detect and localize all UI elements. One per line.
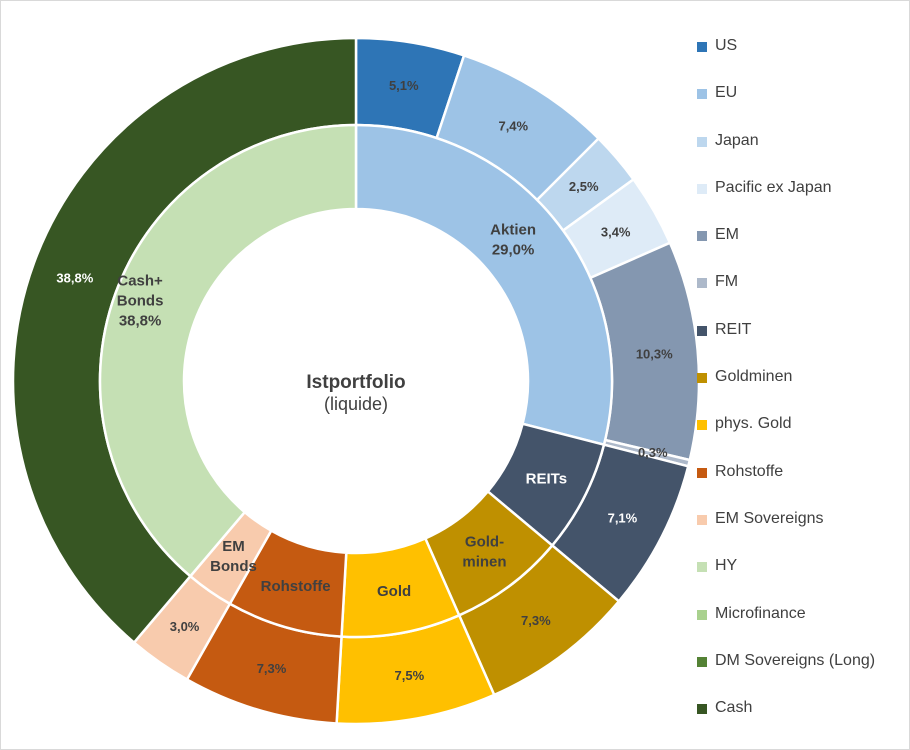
legend-swatch [697,373,707,384]
legend-item-eu: EU [697,84,875,131]
legend-swatch [697,42,707,52]
inner-label-goldminen-line-2: minen [462,554,506,571]
outer-label-goldminen: 7,3% [521,613,551,628]
inner-label-aktien-line-1: Aktien [490,221,536,238]
legend-label: Japan [715,131,759,149]
inner-label-em-bonds-line-1: EM [222,538,245,555]
legend-item-fm: FM [697,273,875,320]
outer-label-em: 10,3% [636,346,673,361]
legend-label: phys. Gold [715,415,792,433]
legend-item-dm-sovereigns-long: DM Sovereigns (Long) [697,652,875,699]
inner-label-reits-line-1: REITs [526,470,567,487]
inner-label-em-bonds-line-2: Bonds [210,558,257,575]
inner-label-goldminen-line-1: Gold- [465,534,504,551]
legend-swatch [697,89,707,100]
legend-item-hy: HY [697,557,875,604]
center-title: Istportfolio [306,372,406,393]
legend-swatch [697,278,707,289]
inner-label-aktien-line-2: 29,0% [492,241,535,258]
legend-item-pacific-ex-japan: Pacific ex Japan [697,179,875,226]
legend-item-japan: Japan [697,132,875,179]
legend-swatch [697,514,707,525]
legend-label: EM [715,226,739,244]
outer-label-phys-gold: 7,5% [395,668,425,683]
inner-label-cash-bonds-line-1: Cash+ [117,273,163,290]
legend-item-phys-gold: phys. Gold [697,415,875,462]
outer-label-em-sovereigns: 3,0% [170,619,200,634]
legend: US EU Japan Pacific ex Japan EM FM REIT Goldmin… [697,37,875,746]
legend-swatch [697,467,707,478]
center-subtitle: (liquide) [323,394,389,414]
legend-swatch [697,704,707,715]
legend-swatch [697,656,707,667]
legend-item-reit: REIT [697,321,875,368]
legend-label: FM [715,273,739,291]
outer-label-eu: 7,4% [498,119,528,134]
legend-item-us: US [697,37,875,84]
legend-label: Pacific ex Japan [715,178,832,196]
legend-swatch [697,609,707,620]
legend-item-em: EM [697,226,875,273]
legend-swatch [697,231,707,242]
inner-label-rohstoffe-line-1: Rohstoffe [261,578,331,595]
outer-label-rohstoffe: 7,3% [257,661,287,676]
legend-item-goldminen: Goldminen [697,368,875,415]
legend-label: EM Sovereigns [715,509,824,527]
inner-slice-aktien [354,123,614,447]
legend-item-em-sovereigns: EM Sovereigns [697,510,875,557]
outer-label-reit: 7,1% [608,510,638,525]
outer-label-fm: 0,3% [638,445,668,460]
outer-label-us: 5,1% [389,78,419,93]
legend-item-rohstoffe: Rohstoffe [697,463,875,510]
legend-label: REIT [715,320,752,338]
legend-label: Cash [715,699,753,717]
outer-label-japan: 2,5% [569,179,599,194]
legend-swatch [697,136,707,147]
legend-swatch [697,420,707,431]
inner-label-cash-bonds-line-2: Bonds [117,293,164,310]
legend-item-microfinance: Microfinance [697,605,875,652]
legend-item-cash: Cash [697,699,875,746]
legend-label: HY [715,557,738,575]
legend-label: Rohstoffe [715,462,784,480]
legend-swatch [697,325,707,336]
legend-label: DM Sovereigns (Long) [715,651,876,669]
inner-label-gold-line-1: Gold [377,583,411,600]
inner-slice-cash-bonds [98,123,358,578]
legend-swatch [697,183,707,194]
legend-label: Goldminen [715,368,793,386]
legend-label: US [715,37,738,54]
legend-label: EU [715,84,738,102]
inner-label-cash-bonds-line-3: 38,8% [119,313,162,330]
legend-label: Microfinance [715,604,806,622]
outer-label-pacific-ex-japan: 3,4% [601,224,631,239]
legend-swatch [697,562,707,573]
outer-label-cash: 38,8% [56,270,93,285]
